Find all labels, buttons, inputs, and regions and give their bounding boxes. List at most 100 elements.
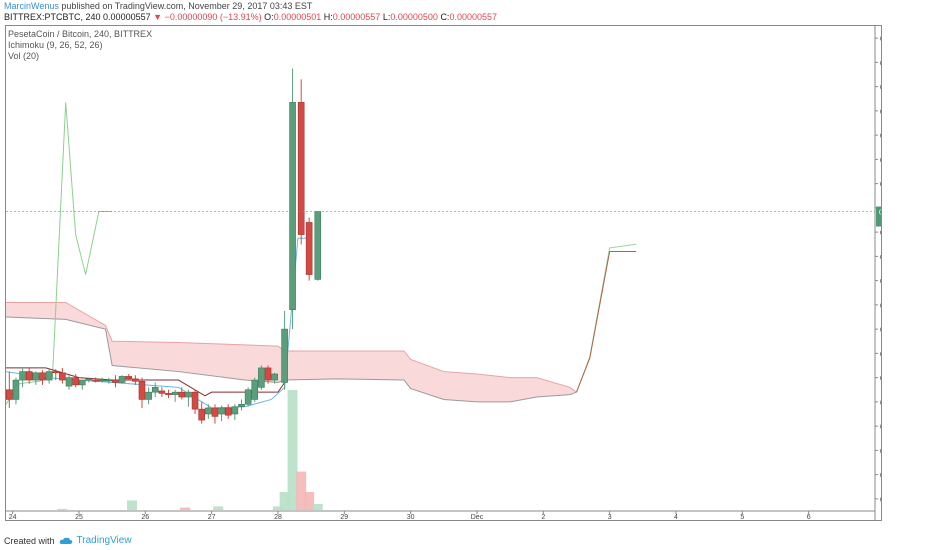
- candle-body: [138, 380, 146, 400]
- open-label: O:: [264, 12, 274, 22]
- y-tick-label: 0.00000640: [880, 109, 881, 116]
- candle-body: [92, 379, 99, 382]
- author-link[interactable]: MarcinWenus: [4, 1, 59, 11]
- candle-body: [32, 372, 40, 381]
- candle-body: [85, 378, 93, 381]
- candle-body: [59, 372, 66, 381]
- low-label: L:: [382, 12, 391, 22]
- y-tick-label: 0.00000420: [880, 376, 881, 383]
- current-price-badge: [876, 206, 881, 217]
- volume-bar: [57, 508, 68, 510]
- ichimoku-legend[interactable]: Ichimoku (9, 26, 52, 26): [8, 40, 103, 50]
- footer: Created with TradingView: [4, 535, 132, 546]
- candle-body: [244, 389, 252, 405]
- y-tick-label: 0.00000540: [880, 230, 881, 237]
- candle-body: [25, 371, 33, 381]
- candle-body: [205, 407, 212, 415]
- y-tick-label: 0.00000520: [880, 254, 881, 261]
- y-tick-label: 0.00000360: [880, 448, 881, 455]
- candle-body: [289, 102, 296, 311]
- x-tick-label: 4: [674, 514, 678, 520]
- volume-bar: [180, 507, 191, 510]
- tradingview-cloud-icon: [59, 537, 72, 544]
- candle-body: [258, 367, 265, 388]
- candle-body: [52, 371, 60, 374]
- candle-body: [198, 408, 205, 421]
- candle-body: [19, 371, 26, 381]
- price-chart[interactable]: 0.00000700 0.00000680 0.00000660 0.00000640…: [6, 26, 881, 520]
- future-span-b: [576, 251, 637, 393]
- price-change: −0.00000090 (−13.91%): [164, 12, 262, 22]
- y-tick-label: 0.00000660: [880, 85, 881, 92]
- candle-body: [191, 391, 199, 410]
- y-tick-label: 0.00000460: [880, 327, 881, 334]
- candle-body: [165, 393, 172, 395]
- x-tick-label: 25: [75, 514, 83, 520]
- x-tick-label: 30: [407, 514, 415, 520]
- y-tick-label: 0.00000680: [880, 60, 881, 67]
- candle-body: [218, 407, 225, 415]
- candle-body: [185, 391, 192, 398]
- volume-bar: [296, 471, 307, 510]
- candle-body: [12, 379, 20, 400]
- chart-frame[interactable]: 0.00000700 0.00000680 0.00000660 0.00000640…: [5, 25, 882, 521]
- candle-body: [297, 102, 305, 235]
- candle-body: [171, 391, 179, 395]
- candle-body: [211, 407, 219, 417]
- candle-body: [251, 379, 259, 400]
- candle-body: [314, 211, 322, 280]
- published-text: published on TradingView.com, November 2…: [61, 1, 313, 11]
- tradingview-brand[interactable]: TradingView: [76, 535, 132, 546]
- y-tick-label: 0.00000380: [880, 424, 881, 431]
- volume-bar: [213, 506, 224, 510]
- candle-body: [6, 389, 13, 400]
- y-tick-label: 0.00000500: [880, 279, 881, 286]
- last-price: 0.00000557: [103, 12, 151, 22]
- candle-body: [231, 406, 239, 415]
- y-tick-label: 0.00000620: [880, 133, 881, 140]
- lagging-span: [6, 102, 113, 405]
- x-tick-label: 24: [9, 514, 17, 520]
- y-tick-label: 0.00000400: [880, 400, 881, 407]
- x-tick-label: 3: [608, 514, 612, 520]
- publish-info: MarcinWenus published on TradingView.com…: [4, 1, 312, 11]
- y-tick-label: 0.00000440: [880, 351, 881, 358]
- x-tick-label: 26: [141, 514, 149, 520]
- candle-body: [145, 391, 152, 400]
- ichimoku-cloud: [6, 302, 577, 402]
- y-tick-label: 0.00000480: [880, 303, 881, 310]
- current-price-label: 0.00000557: [879, 210, 881, 217]
- candle-body: [224, 407, 232, 416]
- candle-body: [112, 379, 119, 383]
- low-value: 0.00000500: [390, 12, 438, 22]
- x-tick-label: 28: [274, 514, 282, 520]
- candle-body: [125, 376, 133, 380]
- y-tick-label: 0.00000340: [880, 473, 881, 480]
- candle-body: [78, 379, 86, 386]
- countdown-badge: [876, 216, 881, 227]
- candle-body: [305, 222, 313, 275]
- candle-body: [118, 376, 126, 383]
- high-label: H:: [323, 12, 333, 22]
- candle-body: [105, 379, 113, 382]
- created-with-text: Created with: [4, 535, 55, 546]
- y-tick-label: 0.00000600: [880, 157, 881, 164]
- y-tick-label: 0.00000580: [880, 182, 881, 189]
- volume-bar: [304, 492, 315, 510]
- x-tick-label: 2: [541, 514, 545, 520]
- x-tick-label: 6: [807, 514, 811, 520]
- symbol-label: BITTREX:PTCBTC, 240: [4, 12, 101, 22]
- y-tick-label: 0.00000700: [880, 36, 881, 43]
- volume-legend[interactable]: Vol (20): [8, 51, 40, 61]
- leading-span-b: [6, 316, 577, 403]
- leading-span-a: [6, 301, 577, 393]
- change-arrow-icon: ▼: [153, 12, 163, 22]
- candle-body: [178, 391, 186, 398]
- candle-body: [238, 403, 245, 408]
- volume-bar: [127, 500, 138, 510]
- volume-bar: [287, 390, 298, 510]
- candle-body: [264, 367, 272, 381]
- x-tick-label: Dec: [471, 514, 484, 520]
- high-value: 0.00000557: [332, 12, 381, 22]
- x-tick-label: 5: [740, 514, 744, 520]
